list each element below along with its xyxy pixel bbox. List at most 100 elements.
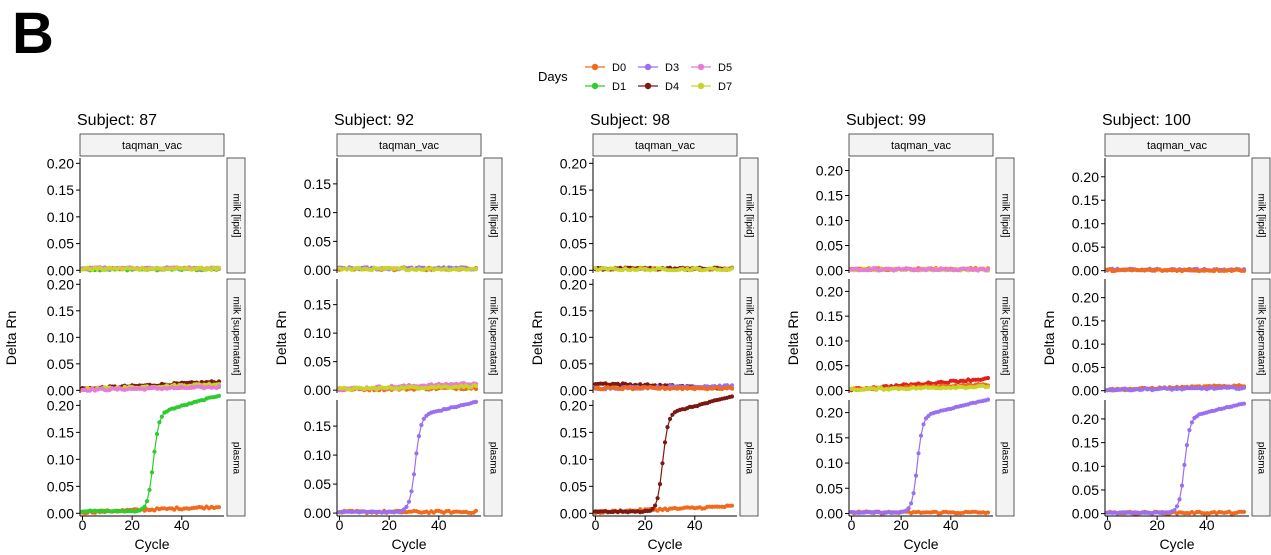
row-strip-label: milk [lipid]: [488, 194, 499, 238]
data-point: [144, 499, 150, 504]
series-D7: [593, 266, 735, 273]
panel-background: [849, 400, 993, 516]
data-point: [911, 491, 916, 496]
y-tick-label: 0.05: [304, 476, 331, 492]
data-point: [414, 451, 419, 456]
y-tick-label: 0.15: [47, 424, 74, 440]
facet-panel: 0.00 0.05 0.10 0.15 0.20 milk [supernatant]: [560, 276, 759, 398]
series-D0: [593, 385, 735, 392]
data-point: [729, 266, 735, 271]
x-axis-title: Cycle: [647, 536, 682, 552]
legend-key-point: [697, 82, 705, 90]
x-tick-label: 40: [943, 517, 959, 533]
series-D3: [1105, 401, 1247, 516]
facet-strip-right: [226, 399, 246, 517]
y-tick-label: 0.20: [1072, 411, 1099, 427]
data-point: [147, 487, 152, 492]
data-point: [662, 440, 668, 445]
row-strip-label: milk [lipid]: [1256, 194, 1267, 238]
row-strip-label: milk [supernatant]: [744, 297, 755, 376]
data-point: [918, 433, 924, 438]
x-tick-label: 20: [381, 517, 397, 533]
facet-subject: Subject: 99 taqman_vac 0.00 0.05 0.10 0.15 0.2…: [785, 112, 1015, 552]
facet-panel: 0.00 0.05 0.10 0.15 0.20 plasma 0 20 40: [1072, 399, 1271, 533]
data-point: [411, 472, 417, 477]
data-point: [216, 505, 222, 510]
x-tick-label: 20: [893, 517, 909, 533]
series-D7: [849, 383, 991, 393]
data-point: [404, 504, 409, 509]
y-tick-label: 0.20: [1072, 169, 1099, 185]
x-tick-label: 20: [637, 517, 653, 533]
facet-panel: 0.00 0.05 0.10 0.15 0.20 milk [supernatant]: [47, 276, 246, 398]
row-strip-label: milk [supernatant]: [1000, 297, 1011, 376]
y-tick-label: 0.15: [560, 424, 587, 440]
y-tick-label: 0.00: [816, 383, 843, 399]
x-tick-label: 40: [174, 517, 190, 533]
strip-label: taqman_vac: [891, 140, 951, 152]
data-point: [216, 265, 222, 270]
data-point: [1184, 443, 1189, 448]
y-tick-label: 0.05: [560, 236, 587, 252]
facet-strip-top: [848, 133, 994, 157]
facet-panel: 0.00 0.05 0.10 0.15 0.20 plasma 0 20 40: [816, 397, 1015, 533]
data-point: [157, 420, 162, 425]
data-point: [1187, 428, 1192, 433]
y-tick-label: 0.10: [47, 209, 74, 225]
data-point: [906, 506, 911, 511]
data-point: [1189, 420, 1194, 425]
data-point: [473, 386, 479, 392]
data-point: [657, 482, 663, 487]
data-point: [416, 434, 421, 439]
y-tick-label: 0.15: [816, 308, 843, 324]
legend-label: D3: [665, 62, 679, 74]
panel-letter: B: [12, 1, 54, 66]
data-point: [216, 384, 222, 389]
y-tick-label: 0.15: [816, 188, 843, 204]
legend-label: D4: [665, 81, 679, 93]
y-tick-label: 0.20: [816, 163, 843, 179]
facet-strip-right: [483, 399, 503, 517]
facet-subject: Subject: 87 taqman_vac 0.00 0.05 0.10 0.15 0.2…: [3, 112, 246, 552]
data-point: [142, 504, 147, 509]
subject-title: Subject: 87: [77, 112, 157, 129]
data-point: [1241, 268, 1247, 273]
y-tick-label: 0.10: [47, 329, 74, 345]
data-point: [729, 503, 735, 508]
y-tick-label: 0.00: [304, 505, 331, 521]
y-tick-label: 0.20: [816, 283, 843, 299]
series-D3: [1105, 385, 1247, 393]
subject-title: Subject: 99: [846, 112, 926, 129]
y-tick-label: 0.15: [816, 430, 843, 446]
data-point: [921, 422, 926, 427]
y-tick-label: 0.10: [816, 213, 843, 229]
x-axis-title: Cycle: [1159, 536, 1194, 552]
data-point: [913, 473, 919, 478]
data-point: [670, 412, 675, 417]
y-tick-label: 0.15: [304, 418, 331, 434]
y-tick-label: 0.05: [560, 478, 587, 494]
y-tick-label: 0.05: [47, 478, 74, 494]
facet-panel: 0.00 0.05 0.10 0.15 milk [supernatant]: [304, 278, 503, 398]
facet-strip-right: [739, 399, 759, 517]
y-axis-title: Delta Rn: [273, 311, 289, 365]
facet-panel: 0.00 0.05 0.10 0.15 0.20 milk [lipid]: [1072, 157, 1271, 279]
facet-strip-top: [592, 133, 738, 157]
y-tick-label: 0.10: [560, 329, 587, 345]
y-tick-label: 0.00: [560, 382, 587, 398]
y-tick-label: 0.15: [1072, 313, 1099, 329]
facet-panel: 0.00 0.05 0.10 0.15 0.20 milk [supernatant]: [1072, 278, 1271, 399]
legend-key-point: [644, 82, 652, 90]
y-axis-title: Delta Rn: [529, 311, 545, 365]
y-tick-label: 0.20: [47, 397, 74, 413]
facet-strip-right: [226, 278, 246, 394]
y-tick-label: 0.05: [304, 354, 331, 370]
data-point: [406, 499, 412, 504]
data-point: [665, 425, 670, 430]
data-point: [667, 416, 673, 422]
x-tick-label: 40: [431, 517, 447, 533]
facet-strip-right: [483, 278, 503, 394]
data-point: [650, 506, 655, 511]
y-tick-label: 0.15: [47, 303, 74, 319]
data-point: [1179, 483, 1185, 488]
